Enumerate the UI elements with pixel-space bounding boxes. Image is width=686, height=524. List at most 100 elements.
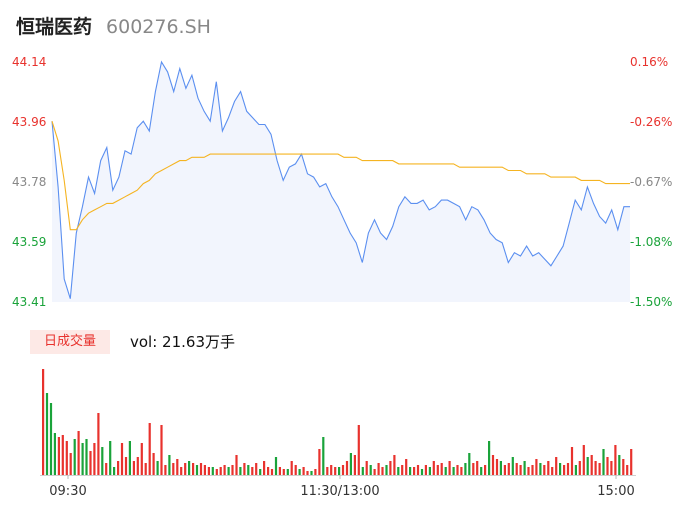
- volume-bar: [211, 467, 214, 475]
- volume-bar: [574, 465, 577, 475]
- volume-bar: [499, 461, 502, 475]
- volume-bar: [156, 461, 159, 475]
- y-right-tick-label: -1.08%: [630, 235, 672, 249]
- volume-bar: [306, 471, 309, 475]
- volume-bar: [188, 461, 191, 475]
- volume-bar: [626, 465, 629, 475]
- volume-bar: [314, 469, 317, 475]
- volume-bar: [389, 461, 392, 475]
- y-left-tick-label: 43.59: [12, 235, 46, 249]
- x-tick-label: 09:30: [49, 484, 86, 499]
- volume-bar: [480, 467, 483, 475]
- y-right-tick-label: -1.50%: [630, 295, 672, 309]
- stock-header: 恒瑞医药 600276.SH: [16, 12, 211, 40]
- volume-bar: [547, 461, 550, 475]
- volume-bar: [322, 437, 325, 475]
- volume-bar: [251, 467, 254, 475]
- volume-bar: [543, 465, 546, 475]
- price-line: [51, 60, 630, 299]
- volume-bar: [448, 461, 451, 475]
- volume-bar: [590, 455, 593, 475]
- volume-bar: [334, 467, 337, 475]
- volume-bar: [298, 469, 301, 475]
- y-left-tick-label: 43.41: [12, 295, 46, 309]
- x-tick-label: 15:00: [597, 484, 634, 499]
- volume-bar: [267, 467, 270, 475]
- y-left-tick-label: 44.14: [12, 55, 46, 69]
- volume-bar: [397, 467, 400, 475]
- y-left-tick-label: 43.96: [12, 115, 46, 129]
- volume-bar: [73, 439, 76, 475]
- volume-bar: [432, 461, 435, 475]
- volume-bar: [263, 461, 266, 475]
- volume-bar: [65, 441, 68, 475]
- volume-bar: [420, 469, 424, 475]
- volume-bar: [120, 443, 124, 475]
- volume-bar: [515, 463, 518, 475]
- volume-bar: [610, 461, 613, 475]
- volume-bar: [128, 441, 131, 475]
- volume-bar: [476, 461, 479, 475]
- volume-bar: [326, 467, 329, 475]
- volume-bar: [460, 467, 463, 475]
- volume-bar: [341, 465, 345, 475]
- volume-bar: [97, 413, 100, 475]
- volume-bar: [101, 447, 104, 475]
- volume-bar: [535, 459, 538, 475]
- volume-bar: [472, 463, 475, 475]
- volume-bar: [586, 457, 589, 475]
- volume-bar: [148, 423, 151, 475]
- volume-bar: [436, 465, 439, 475]
- volume-bar: [555, 457, 558, 475]
- volume-bar: [140, 443, 143, 475]
- volume-bar: [428, 467, 431, 475]
- volume-bar: [551, 467, 554, 475]
- volume-bar: [559, 463, 562, 475]
- volume-bar: [523, 461, 526, 475]
- volume-bar: [618, 455, 621, 475]
- volume-bar: [270, 469, 274, 475]
- volume-bar: [468, 453, 471, 475]
- volume-bar: [614, 445, 617, 475]
- volume-bar: [239, 467, 242, 475]
- volume-bar: [203, 465, 206, 475]
- y-left-tick-label: 43.78: [12, 175, 46, 189]
- y-right-tick-label: 0.16%: [630, 55, 668, 69]
- volume-bar: [259, 469, 262, 475]
- volume-bar: [413, 467, 416, 475]
- volume-bar: [563, 465, 566, 475]
- volume-bar: [606, 457, 609, 475]
- volume-bar: [566, 463, 570, 475]
- volume-bar: [235, 455, 238, 475]
- volume-bar: [393, 455, 396, 475]
- volume-bar: [444, 467, 447, 475]
- volume-bar: [223, 465, 226, 475]
- volume-bar: [424, 465, 427, 475]
- volume-bar: [495, 459, 499, 475]
- volume-bar: [539, 463, 542, 475]
- volume-bar: [282, 469, 285, 475]
- volume-bar: [503, 465, 506, 475]
- volume-bar: [531, 465, 534, 475]
- volume-bar: [61, 435, 64, 475]
- volume-bar: [180, 467, 183, 475]
- stock-name: 恒瑞医药: [16, 16, 93, 38]
- volume-bar: [49, 403, 53, 475]
- volume-bar: [81, 443, 84, 475]
- stock-code: 600276.SH: [106, 16, 211, 38]
- volume-bar: [184, 463, 187, 475]
- volume-bar: [42, 369, 45, 475]
- volume-bar: [274, 457, 278, 475]
- price-area: [52, 62, 630, 302]
- volume-bar: [117, 461, 120, 475]
- volume-bar: [89, 451, 92, 475]
- volume-tab[interactable]: 日成交量: [30, 330, 110, 354]
- volume-bar: [294, 465, 297, 475]
- volume-bar: [361, 467, 364, 475]
- volume-bar: [338, 467, 341, 475]
- volume-bar: [231, 465, 234, 475]
- volume-bar: [385, 465, 388, 475]
- volume-readout: vol: 21.63万手: [130, 333, 235, 351]
- volume-bar: [377, 463, 380, 475]
- average-price-line: [51, 121, 630, 231]
